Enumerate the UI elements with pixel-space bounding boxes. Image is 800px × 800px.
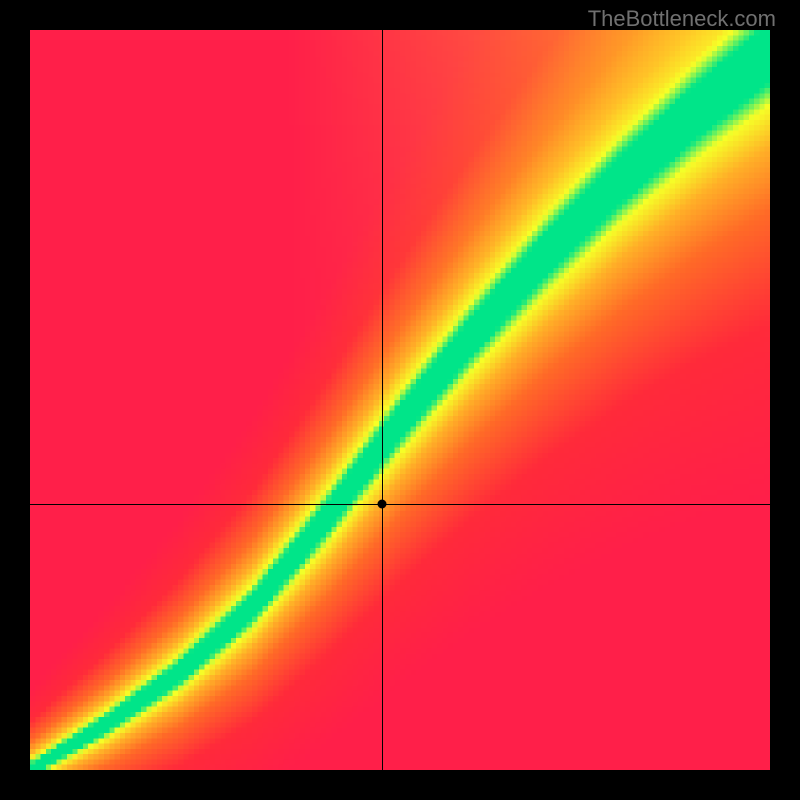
crosshair-vertical [382,30,383,770]
crosshair-horizontal [30,504,770,505]
heatmap-plot [30,30,770,770]
watermark-text: TheBottleneck.com [588,6,776,32]
marker-dot [377,499,386,508]
heatmap-canvas [30,30,770,770]
